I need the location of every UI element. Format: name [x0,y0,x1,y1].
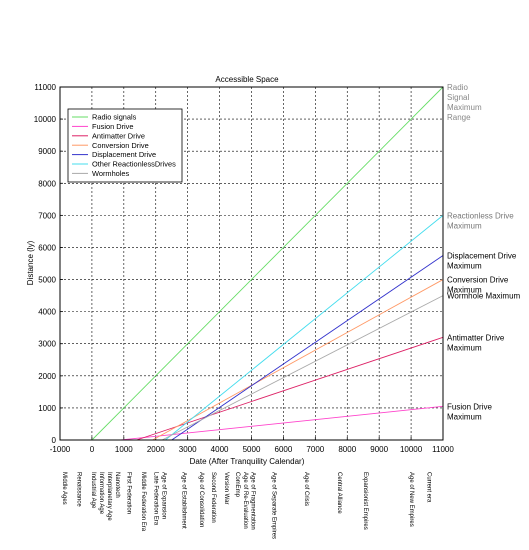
era-label: Expansionist Empires [362,472,368,530]
era-label: Version War [223,472,229,504]
era-label: Interplanetary Age [106,472,112,521]
era-label: Information Age [98,472,104,515]
y-tick-label: 3000 [38,340,56,349]
x-tick-label: 6000 [275,445,293,454]
y-tick-labels: 0 1000 2000 3000 4000 5000 6000 7000 8000 9000 100… [34,83,57,445]
y-tick-label: 9000 [38,147,56,156]
x-tick-label: 10000 [400,445,423,454]
y-tick-label: 4000 [38,308,56,317]
x-tick-label: 4000 [211,445,229,454]
end-label: Maximum [447,286,482,295]
era-label: Age of Consolidation [198,472,204,527]
era-label: Age of Fragmentation [249,472,255,530]
era-label: Late Federation Era [153,472,159,526]
end-label: Maximum [447,412,482,421]
era-label: Age of Re-Evaluation [242,472,248,529]
x-tick-labels: -1000 0 1000 2000 3000 4000 5000 6000 7000 8000 90… [50,445,455,454]
era-label: Age of Expansion [161,472,167,519]
legend-entry: Wormholes [92,169,130,178]
x-axis-label: Date (After Tranquility Calendar) [190,457,305,466]
y-tick-label: 5000 [38,276,56,285]
x-tick-label: 8000 [338,445,356,454]
era-label: Current era [425,472,431,503]
end-label: Fusion Drive [447,402,492,411]
y-axis-label: Distance (ly) [26,240,35,285]
end-label: Reactionless Drive [447,211,514,220]
series-line-6 [161,295,444,441]
y-tick-label: 7000 [38,211,56,220]
legend-entry: Radio signals [92,113,137,122]
y-tick-label: 1000 [38,404,56,413]
legend-entry: Antimatter Drive [92,131,145,140]
era-label: Age of New Empires [408,472,414,527]
era-label: Middle Federation Era [140,472,146,532]
end-label: Wormhole Maximum [447,292,521,301]
end-label: Radio [447,83,468,92]
series-lines [91,86,444,441]
x-tick-label: 0 [90,445,95,454]
era-label: Age of Establishment [181,472,187,529]
era-label: Central Alliance [336,472,342,514]
end-label: Maximum [447,221,482,230]
y-tick-label: 10000 [34,115,57,124]
y-tick-label: 2000 [38,372,56,381]
era-labels: Middle Ages Renaissance Industrial Age Info… [61,472,431,539]
era-label: Age of Crisis [303,472,309,506]
legend-entry: Displacement Drive [92,150,156,159]
plot-frame [59,86,444,441]
x-tick-label: 9000 [370,445,388,454]
era-label: Nanotech [114,472,120,498]
x-tick-label: 3000 [179,445,197,454]
series-line-2 [136,336,444,441]
era-label: Middle Ages [61,472,67,505]
end-label: Maximum [447,261,482,270]
x-tick-label: 5000 [243,445,261,454]
end-label: Antimatter Drive [447,333,505,342]
legend-entry: Conversion Drive [92,141,149,150]
y-tick-label: 11000 [34,83,56,92]
series-line-0 [91,86,444,441]
end-label: Signal [447,93,469,102]
series-line-3 [152,279,444,441]
x-tick-label: 1000 [115,445,133,454]
y-tick-label: 6000 [38,243,56,252]
x-tick-label: 2000 [147,445,165,454]
legend-entry: Fusion Drive [92,122,133,131]
end-label: Displacement Drive [447,251,517,260]
end-label: Maximum [447,103,482,112]
legend-entry: Other ReactionlessDrives [92,160,176,169]
era-label: Renaissance [75,472,81,507]
era-label: Second Federation [210,472,216,523]
series-line-5 [165,215,444,441]
series-line-4 [171,255,444,441]
era-label: Age of Separate Empires [271,472,277,539]
chart-title: Accessible Space [215,75,279,84]
series-line-1 [120,405,444,441]
x-tick-label: 7000 [306,445,324,454]
x-tick-label: 11000 [432,445,454,454]
end-label: Maximum [447,343,482,352]
era-label: Industrial Age [90,472,96,509]
era-label: First Federation [126,472,132,514]
era-label: ComEmp [234,472,240,498]
y-tick-label: 8000 [38,179,56,188]
y-tick-label: 0 [52,436,57,445]
x-tick-label: -1000 [50,445,71,454]
end-label: Range [447,113,471,122]
end-label: Conversion Drive [447,276,509,285]
